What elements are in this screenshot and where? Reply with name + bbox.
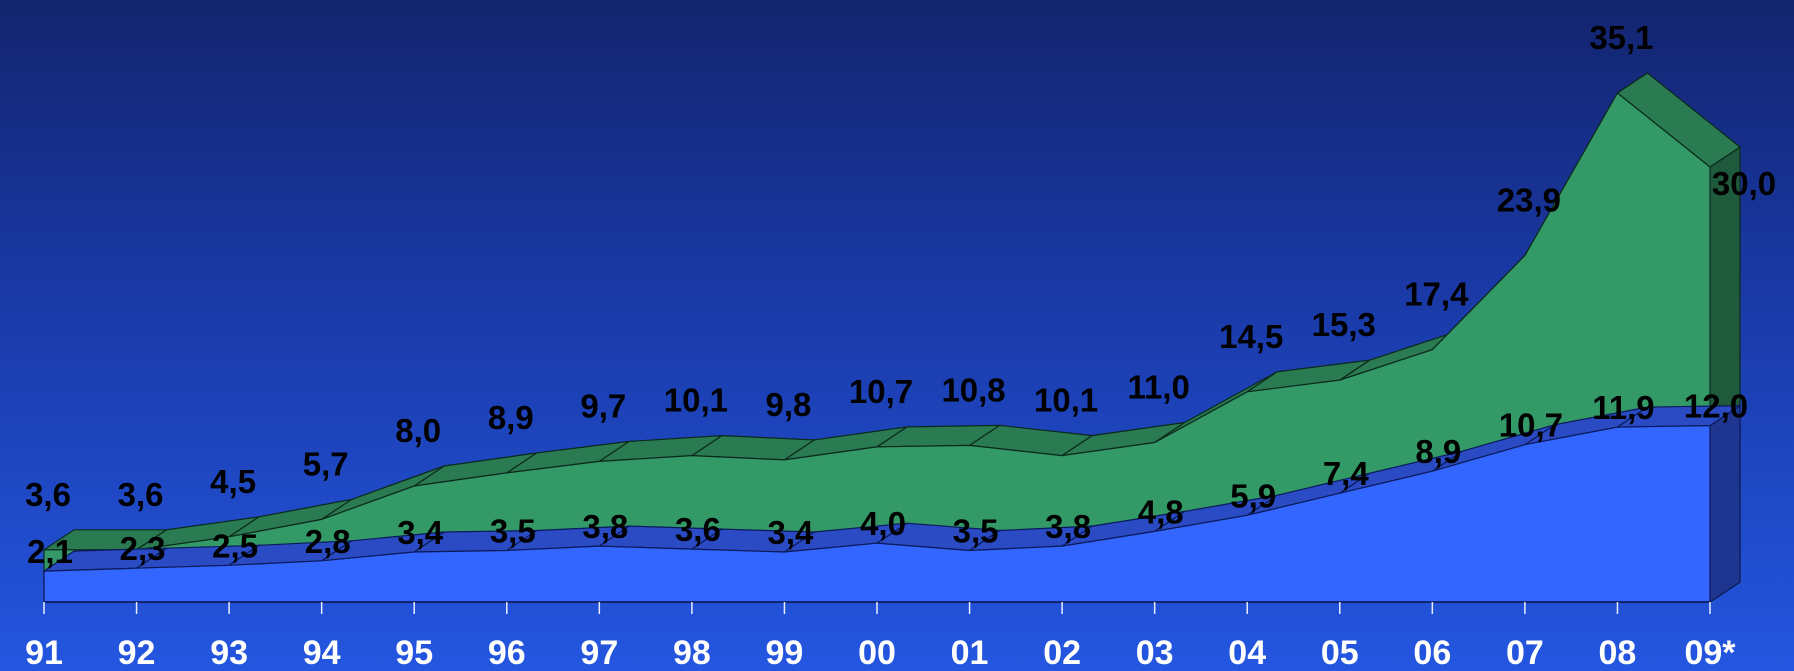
front-series-value-label: 7,4 xyxy=(1323,455,1370,492)
x-axis: 91 92 93 94 95 96 97 98 99 00 01 02 03 04 05 06 07 08 09* xyxy=(25,601,1736,671)
front-series-value-label: 2,8 xyxy=(305,523,351,560)
back-series-value-label: 14,5 xyxy=(1219,318,1283,355)
back-series-value-label: 8,0 xyxy=(395,412,441,449)
x-tick-label: 06 xyxy=(1413,634,1451,671)
x-tick-label: 98 xyxy=(673,634,711,671)
back-series-value-label: 15,3 xyxy=(1312,306,1376,343)
x-tick-label: 92 xyxy=(118,634,156,671)
front-series-value-label: 2,3 xyxy=(120,530,166,567)
back-series-value-label: 10,1 xyxy=(1034,382,1098,419)
front-series-value-label: 3,8 xyxy=(582,508,628,545)
front-series-value-label: 3,4 xyxy=(768,514,815,551)
x-tick-label: 08 xyxy=(1599,634,1637,671)
back-series-area xyxy=(43,92,1711,603)
x-tick-label: 03 xyxy=(1136,634,1174,671)
back-series-layer xyxy=(42,72,1742,604)
front-series-value-label: 4,8 xyxy=(1138,493,1184,530)
front-series-value-label: 2,5 xyxy=(212,527,258,564)
x-tick-label: 97 xyxy=(580,634,618,671)
x-tick-label: 05 xyxy=(1321,634,1359,671)
front-series-value-label: 12,0 xyxy=(1684,388,1748,425)
back-series-value-label: 30,0 xyxy=(1712,165,1776,202)
x-tick-label: 99 xyxy=(766,634,804,671)
x-tick-label: 94 xyxy=(303,634,341,671)
back-series-value-label: 4,5 xyxy=(210,463,256,500)
front-series-value-label: 3,6 xyxy=(675,511,721,548)
back-series-value-label: 11,0 xyxy=(1127,369,1189,406)
back-series-value-label: 17,4 xyxy=(1404,276,1469,313)
front-series-value-label: 8,9 xyxy=(1415,433,1461,470)
front-series-value-label: 3,4 xyxy=(397,514,444,551)
front-series-layer xyxy=(41,404,1743,604)
front-series-value-label: 3,5 xyxy=(953,513,999,550)
back-series-value-label: 23,9 xyxy=(1497,181,1561,218)
x-tick-label: 07 xyxy=(1506,634,1544,671)
front-series-value-label: 2,1 xyxy=(27,533,73,570)
back-series-value-label: 9,7 xyxy=(580,387,626,424)
x-tick-label: 04 xyxy=(1228,634,1266,671)
back-series-value-label: 8,9 xyxy=(488,399,534,436)
front-series-value-label: 4,0 xyxy=(860,505,906,542)
x-tick-label: 95 xyxy=(395,634,433,671)
x-tick-label: 93 xyxy=(210,634,248,671)
front-series-value-label: 10,7 xyxy=(1499,407,1563,444)
front-series-value-label: 11,9 xyxy=(1592,389,1654,426)
front-series-value-label: 3,8 xyxy=(1045,508,1091,545)
front-series-area xyxy=(43,424,1711,603)
back-series-value-label: 5,7 xyxy=(303,445,349,482)
back-series-value-label: 35,1 xyxy=(1589,19,1653,56)
x-tick-label: 00 xyxy=(858,634,896,671)
back-series-value-label: 3,6 xyxy=(25,476,71,513)
back-series-value-label: 9,8 xyxy=(766,386,812,423)
back-series-value-label: 10,7 xyxy=(849,373,913,410)
back-series-value-label: 10,1 xyxy=(664,382,728,419)
back-series-value-label: 10,8 xyxy=(941,371,1005,408)
x-tick-label: 01 xyxy=(951,634,989,671)
x-tick-label: 09* xyxy=(1684,634,1736,671)
x-tick-label: 91 xyxy=(25,634,63,671)
front-series-value-label: 5,9 xyxy=(1230,477,1276,514)
back-series-value-label: 3,6 xyxy=(118,476,164,513)
front-series-value-label: 3,5 xyxy=(490,513,536,550)
x-tick-label: 96 xyxy=(488,634,526,671)
front-series-side-face xyxy=(1709,404,1741,604)
x-tick-label: 02 xyxy=(1043,634,1081,671)
value-labels: 2,1 3,6 2,3 3,6 2,5 4,5 2,8 5,7 3,4 8,0 3,5 8,9 3,8 9… xyxy=(25,19,1776,570)
